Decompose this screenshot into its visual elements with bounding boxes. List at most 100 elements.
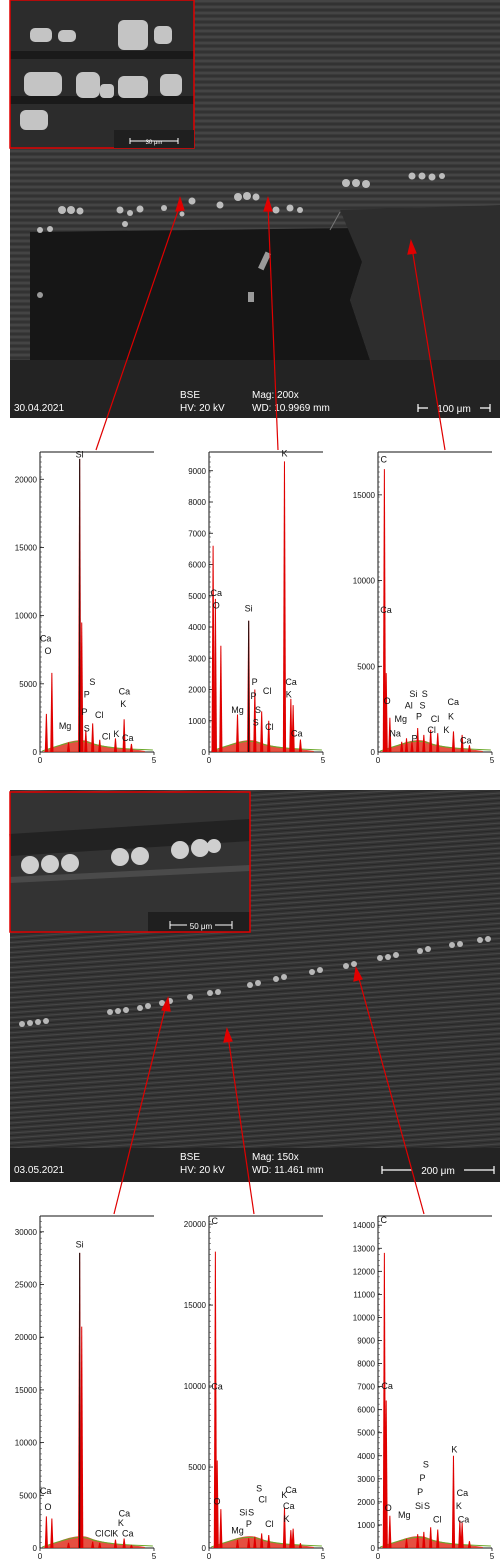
element-label: Ca [458, 1515, 470, 1525]
element-label: Cl [265, 1519, 274, 1529]
y-tick-label: 5000 [19, 680, 37, 689]
element-label: Cl [95, 710, 104, 720]
spectrum-peak [253, 689, 257, 752]
spectrum-peak [66, 1542, 71, 1548]
element-label: Cl [104, 1528, 113, 1538]
element-label: Ca [211, 588, 223, 598]
element-label: K [120, 699, 126, 709]
element-label: Ca [285, 677, 297, 687]
x-tick-label: 5 [152, 756, 157, 765]
element-label: Ca [122, 1528, 134, 1538]
spectrum-peak [436, 1529, 440, 1548]
element-label: P [246, 1519, 252, 1529]
spectrum-peak [467, 745, 472, 752]
x-tick-label: 0 [207, 756, 212, 765]
x-tick-label: 5 [321, 756, 326, 765]
spectrum-peak [422, 1531, 426, 1548]
element-label: K [448, 711, 454, 721]
spectrum-peak [382, 469, 386, 752]
element-label: Mg [59, 721, 72, 731]
spectrum-peak [122, 1538, 126, 1548]
y-tick-label: 0 [33, 748, 38, 757]
element-label: Ca [122, 733, 134, 743]
spectrum-peak [267, 1535, 271, 1548]
element-label: K [118, 1518, 124, 1528]
y-tick-label: 2000 [357, 1498, 375, 1507]
element-label: C [211, 1216, 218, 1226]
element-label: S [423, 1459, 429, 1469]
spectrum-peak [44, 713, 48, 752]
y-tick-label: 4000 [188, 623, 206, 632]
y-tick-label: 12000 [353, 1267, 376, 1276]
y-tick-label: 15000 [353, 491, 376, 500]
element-label: O [384, 696, 391, 706]
spectrum-peak [113, 738, 118, 752]
element-label: Ca [380, 605, 392, 615]
spectrum-peak [91, 1541, 95, 1548]
element-label: P [411, 734, 417, 744]
y-tick-label: 5000 [188, 1463, 206, 1472]
element-label: Cl [433, 1515, 442, 1525]
inset-border-2 [9, 791, 251, 933]
element-label: S [248, 1508, 254, 1518]
spectrum-peak [384, 1400, 388, 1548]
spectrum-peak [247, 1538, 251, 1548]
element-label: Ca [457, 1488, 469, 1498]
y-tick-label: 0 [33, 1544, 38, 1553]
element-label: Ca [211, 1381, 223, 1391]
element-label: K [451, 1444, 457, 1454]
scale-label-1: 100 μm [437, 404, 471, 415]
y-tick-label: 10000 [184, 1382, 207, 1391]
element-label: C [380, 454, 387, 464]
mag-label-2: Mag: 150x [252, 1152, 299, 1163]
y-tick-label: 15000 [15, 543, 38, 552]
x-tick-label: 0 [38, 1552, 43, 1560]
spectrum-peak [436, 733, 440, 752]
date-label-1: 30.04.2021 [14, 403, 64, 414]
element-label: O [44, 1502, 51, 1512]
y-tick-label: 10000 [353, 577, 376, 586]
element-label: P [252, 677, 258, 687]
y-tick-label: 20000 [184, 1220, 207, 1229]
spectrum-peak [460, 734, 464, 752]
spectrum-peak [84, 730, 88, 752]
spectrum-peak [219, 1509, 223, 1548]
spectrum-peak [219, 645, 223, 752]
spectrum-peak [113, 1539, 118, 1548]
y-tick-label: 8000 [357, 1360, 375, 1369]
y-tick-label: 14000 [353, 1221, 376, 1230]
spectrum-2: 0 1000 2000 3000 4000 5000 6000 7000 8000 9000 0 5 K… [188, 449, 326, 765]
spectrum-peak [289, 698, 293, 752]
element-label: Cl [102, 732, 111, 742]
element-label: O [213, 1496, 220, 1506]
element-label: C [380, 1215, 387, 1225]
y-tick-label: 10000 [353, 1313, 376, 1322]
x-tick-label: 5 [321, 1552, 326, 1560]
spectrum-peak [282, 1507, 287, 1548]
element-label: S [256, 1483, 262, 1493]
spectrum-peak [215, 1460, 219, 1548]
spectrum-peak [460, 1522, 464, 1548]
spectrum-peak [80, 1326, 84, 1548]
element-label: Cl [263, 686, 272, 696]
spectrum-peak [260, 711, 264, 752]
x-tick-label: 0 [207, 1552, 212, 1560]
y-tick-label: 15000 [15, 1386, 38, 1395]
spectrum-peak [267, 720, 271, 752]
x-tick-label: 0 [376, 756, 381, 765]
spectrum-peak [235, 714, 240, 752]
y-tick-label: 0 [202, 1544, 207, 1553]
spectrum-peak [404, 738, 409, 752]
spectrum-peak [451, 1455, 456, 1548]
y-tick-label: 5000 [357, 1429, 375, 1438]
spectrum-peak [291, 1528, 295, 1548]
scale-label-2: 200 μm [421, 1166, 455, 1177]
element-label: K [113, 729, 119, 739]
y-tick-label: 6000 [357, 1406, 375, 1415]
element-label: S [419, 700, 425, 710]
spectrum-peak [384, 673, 388, 752]
